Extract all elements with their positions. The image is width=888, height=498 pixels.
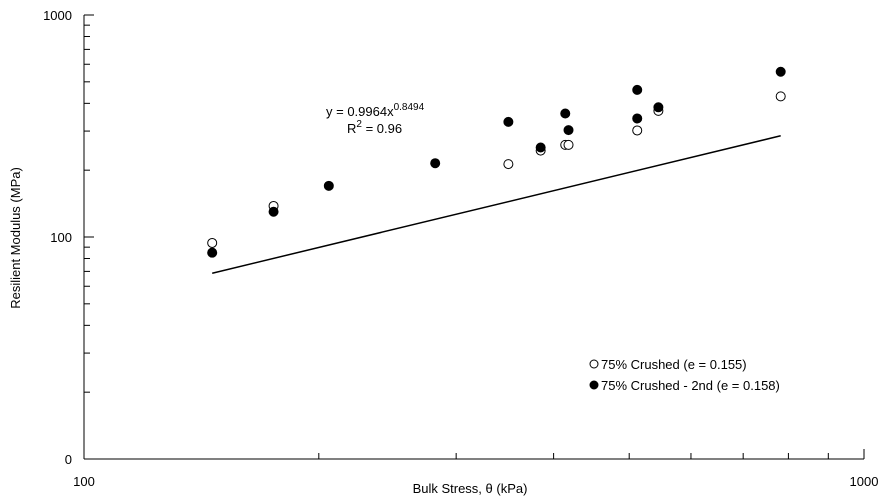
- trend-r2-value: = 0.96: [362, 121, 402, 136]
- y-axis-label: Resilient Modulus (MPa): [8, 167, 23, 309]
- data-point-filled: [323, 180, 334, 191]
- x-tick-label: 1000: [850, 474, 879, 489]
- y-tick-label: 100: [50, 230, 72, 245]
- trendline-group: [212, 135, 781, 274]
- data-point-open: [503, 159, 514, 170]
- data-point-open: [775, 91, 786, 102]
- data-point-filled: [207, 247, 218, 258]
- data-point-filled: [632, 113, 643, 124]
- trend-r-squared: R2 = 0.96: [347, 119, 402, 136]
- data-point-filled: [653, 102, 664, 113]
- axis-ticks: [83, 14, 865, 460]
- data-point-filled: [503, 116, 514, 127]
- data-point-filled: [535, 142, 546, 153]
- data-points: [207, 66, 786, 258]
- trend-r2-prefix: R: [347, 121, 356, 136]
- legend-label-filled: 75% Crushed - 2nd (e = 0.158): [601, 378, 780, 393]
- data-point-open: [632, 125, 643, 136]
- legend-label-open: 75% Crushed (e = 0.155): [601, 357, 747, 372]
- trendline: [212, 135, 781, 274]
- x-axis-label: Bulk Stress, θ (kPa): [413, 481, 528, 496]
- trend-r2-exponent: 2: [356, 119, 362, 130]
- x-tick-label: 100: [73, 474, 95, 489]
- y-tick-label: 0: [65, 452, 72, 467]
- data-point-filled: [563, 125, 574, 136]
- trend-equation-exponent: 0.8494: [394, 102, 425, 113]
- data-point-filled: [430, 158, 441, 169]
- data-point-open: [563, 139, 574, 150]
- legend-marker-filled: [589, 380, 599, 390]
- trend-equation: y = 0.9964x0.8494: [326, 102, 425, 119]
- y-tick-label: 1000: [43, 8, 72, 23]
- legend-marker-open: [589, 359, 599, 369]
- data-point-filled: [560, 108, 571, 119]
- data-point-open: [207, 237, 218, 248]
- data-point-filled: [632, 84, 643, 95]
- data-point-filled: [775, 66, 786, 77]
- trend-equation-prefix: y = 0.9964x: [326, 104, 394, 119]
- data-point-filled: [268, 206, 279, 217]
- legend: 75% Crushed (e = 0.155) 75% Crushed - 2n…: [589, 357, 780, 393]
